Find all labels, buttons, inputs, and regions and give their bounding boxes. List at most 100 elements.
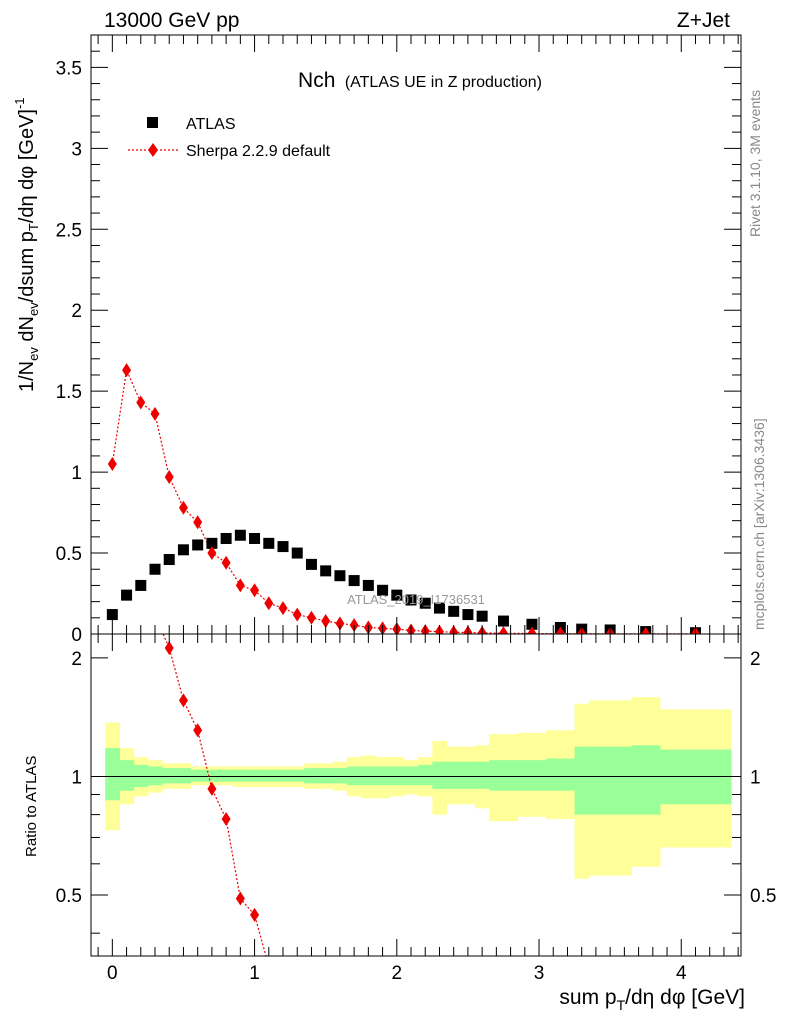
atlas-point xyxy=(135,579,147,591)
y-tick-label-main: 3.5 xyxy=(56,58,82,79)
band-inner-bin xyxy=(162,768,177,784)
sherpa-ratio-point xyxy=(250,907,260,922)
sherpa-point xyxy=(221,555,231,570)
band-inner-bin xyxy=(219,769,234,782)
legend-label-atlas: ATLAS xyxy=(186,116,236,133)
band-inner-bin xyxy=(176,768,192,784)
sherpa-point xyxy=(321,614,331,629)
atlas-point xyxy=(163,554,175,566)
y-axis-title-main: 1/Nev dNev/dsum pT/dη dφ [GeV]-1 xyxy=(12,97,41,392)
band-inner-bin xyxy=(261,769,277,782)
atlas-point xyxy=(263,537,275,549)
sherpa-point xyxy=(193,515,203,530)
atlas-point xyxy=(305,558,317,570)
atlas-point xyxy=(348,575,360,587)
sherpa-point xyxy=(641,626,651,634)
y-tick-label-ratio-right: 1 xyxy=(750,767,761,788)
sherpa-point xyxy=(207,546,217,561)
band-inner-bin xyxy=(233,769,248,782)
atlas-point xyxy=(334,570,346,582)
band-inner-bin xyxy=(418,764,433,786)
band-inner-bin xyxy=(204,769,220,782)
axis-ticks xyxy=(91,34,741,956)
y-tick-label-ratio-right: 0.5 xyxy=(750,886,776,907)
analysis-watermark: ATLAS_2019_I1736531 xyxy=(347,592,485,607)
band-inner-bin xyxy=(517,760,547,791)
sherpa-ratio-point xyxy=(178,693,188,708)
band-inner-bin xyxy=(446,761,462,789)
sherpa-point xyxy=(264,596,274,611)
y-tick-label-main: 0.5 xyxy=(56,544,82,565)
energy-label: 13000 GeV pp xyxy=(104,9,239,32)
atlas-point xyxy=(405,594,417,606)
sherpa-point xyxy=(122,363,132,378)
atlas-point xyxy=(448,605,460,617)
y-tick-label-main: 2.5 xyxy=(56,220,82,241)
band-inner-bin xyxy=(119,760,135,791)
band-inner-bin xyxy=(546,758,576,791)
sherpa-ratio-point xyxy=(235,891,245,906)
band-inner-bin xyxy=(460,761,476,789)
band-inner-bin xyxy=(275,769,291,782)
plot-title: Nch (ATLAS UE in Z production) xyxy=(298,69,542,92)
atlas-point xyxy=(419,597,431,609)
atlas-point xyxy=(391,589,403,601)
band-inner-bin xyxy=(375,766,391,786)
plot-title-main: Nch xyxy=(298,69,335,92)
y-tick-label-ratio-right: 2 xyxy=(750,649,761,670)
sherpa-point xyxy=(498,626,508,634)
sherpa-ratio-point xyxy=(264,959,273,973)
y-tick-label-main: 1.5 xyxy=(56,382,82,403)
sherpa-point xyxy=(306,610,316,625)
sherpa-point xyxy=(527,626,537,634)
legend-marker-atlas xyxy=(147,117,158,128)
uncertainty-band-inner xyxy=(105,745,732,815)
sherpa-point xyxy=(235,578,245,593)
sherpa-point xyxy=(178,500,188,515)
sherpa-ratio-line xyxy=(162,634,267,956)
band-inner-bin xyxy=(588,746,632,815)
x-tick-label: 2 xyxy=(392,963,403,984)
sherpa-point xyxy=(292,607,302,622)
band-inner-bin xyxy=(147,766,163,786)
atlas-point xyxy=(277,541,289,553)
band-inner-bin xyxy=(361,766,376,786)
x-tick-label: 3 xyxy=(534,963,545,984)
y-tick-label-main: 1 xyxy=(71,463,82,484)
atlas-point xyxy=(377,584,389,596)
x-tick-label: 4 xyxy=(676,963,687,984)
band-inner-bin xyxy=(347,766,362,786)
atlas-point xyxy=(249,532,261,544)
y-tick-label-main: 0 xyxy=(71,625,82,646)
ratio-plot-frame xyxy=(90,633,742,957)
atlas-point xyxy=(106,609,118,621)
band-inner-bin xyxy=(432,761,448,789)
sherpa-ratio-point xyxy=(207,781,217,796)
band-inner-bin xyxy=(105,748,120,801)
atlas-point xyxy=(291,547,303,559)
sherpa-ratio-point xyxy=(164,640,174,655)
rivet-info-label: Rivet 3.1.10, 3M events xyxy=(747,90,763,237)
band-inner-bin xyxy=(489,760,519,791)
sherpa-ratio-point xyxy=(221,811,231,826)
sherpa-point xyxy=(150,406,160,421)
sherpa-point xyxy=(164,469,174,484)
sherpa-point xyxy=(278,601,288,616)
band-inner-bin xyxy=(475,761,490,789)
atlas-point xyxy=(177,544,189,556)
atlas-point xyxy=(433,602,445,614)
band-inner-bin xyxy=(190,769,206,782)
band-inner-bin xyxy=(332,768,348,784)
band-inner-bin xyxy=(290,769,305,782)
legend-marker-sherpa xyxy=(148,143,158,157)
process-label: Z+Jet xyxy=(677,9,730,32)
atlas-point xyxy=(526,618,538,630)
band-inner-bin xyxy=(574,746,590,815)
atlas-point xyxy=(234,529,246,541)
atlas-point xyxy=(476,610,488,622)
main-plot-marks xyxy=(106,363,701,634)
atlas-point xyxy=(462,609,474,621)
y-tick-label-ratio: 0.5 xyxy=(56,886,82,907)
y-tick-label-main: 2 xyxy=(71,301,82,322)
sherpa-ratio-point xyxy=(193,723,203,738)
